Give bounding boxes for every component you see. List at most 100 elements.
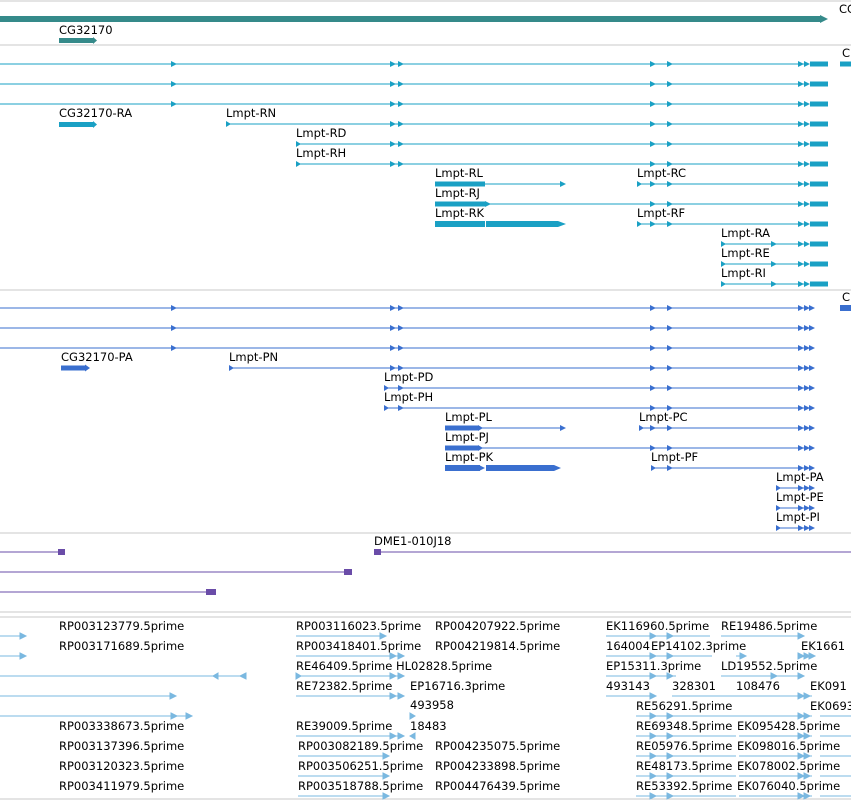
est-feature[interactable] — [0, 672, 247, 680]
est-label[interactable]: RP004207922.5prime — [435, 619, 560, 633]
clone-feature[interactable] — [0, 589, 216, 595]
est-feature[interactable] — [636, 712, 812, 720]
transcript-track[interactable]: CG32170-RA Lmpt-RN Lmpt-RD Lmpt-RH Lmpt-… — [0, 46, 851, 287]
protein-track[interactable]: CG32170-PA Lmpt-PN Lmpt-PD Lmpt-PH Lmpt-… — [0, 290, 851, 531]
protein-label[interactable]: Lmpt-PK — [445, 450, 494, 464]
transcript-row[interactable] — [0, 61, 851, 67]
transcript-row[interactable] — [721, 281, 828, 287]
est-feature[interactable] — [298, 772, 391, 780]
est-feature[interactable] — [409, 732, 416, 740]
est-feature[interactable] — [296, 632, 388, 640]
transcript-label[interactable]: Lmpt-RC — [637, 166, 686, 180]
protein-row[interactable] — [384, 385, 815, 391]
protein-row[interactable] — [776, 505, 815, 511]
est-label[interactable]: RP004235075.5prime — [435, 739, 560, 753]
est-label[interactable]: RP003411979.5prime — [59, 779, 184, 793]
protein-label[interactable]: Lmpt-PC — [639, 410, 688, 424]
transcript-label[interactable]: Lmpt-RI — [721, 266, 766, 280]
est-label[interactable]: RP003120323.5prime — [59, 759, 184, 773]
transcript-label[interactable]: Lmpt-RA — [721, 226, 770, 240]
protein-label[interactable]: Lmpt-PI — [776, 510, 820, 524]
est-label[interactable]: HL02828.5prime — [396, 659, 492, 673]
protein-row[interactable] — [0, 345, 815, 351]
protein-row[interactable] — [0, 325, 815, 331]
protein-label[interactable]: Lmpt-PF — [651, 450, 698, 464]
est-label[interactable]: RP003123779.5prime — [59, 619, 184, 633]
clone-feature[interactable] — [0, 569, 352, 575]
est-feature[interactable] — [409, 712, 416, 720]
protein-row[interactable] — [445, 425, 815, 431]
est-label[interactable]: EP16716.3prime — [410, 679, 505, 693]
est-label[interactable]: EP14102.3prime — [651, 639, 746, 653]
est-label[interactable]: RP003171689.5prime — [59, 639, 184, 653]
est-label[interactable]: 108476 — [736, 679, 780, 693]
protein-label[interactable]: Lmpt-PH — [384, 390, 433, 404]
est-label[interactable]: EK116960.5prime — [606, 619, 709, 633]
transcript-row[interactable] — [296, 141, 828, 147]
transcript-row[interactable] — [721, 241, 828, 247]
transcript-row[interactable] — [435, 221, 828, 227]
transcript-label[interactable]: Lmpt-RK — [435, 206, 485, 220]
est-feature[interactable] — [296, 732, 406, 740]
est-label[interactable]: RP003518788.5prime — [298, 779, 423, 793]
est-feature[interactable] — [0, 692, 178, 700]
est-label[interactable]: RE69348.5prime — [636, 719, 732, 733]
transcript-row[interactable] — [435, 201, 828, 207]
est-feature[interactable] — [739, 772, 812, 780]
est-feature[interactable] — [636, 772, 736, 780]
est-label[interactable]: RE48173.5prime — [636, 759, 732, 773]
est-label[interactable]: RP004219814.5prime — [435, 639, 560, 653]
est-feature[interactable] — [736, 652, 748, 660]
est-label[interactable]: 328301 — [672, 679, 716, 693]
protein-label[interactable]: Lmpt-PA — [776, 470, 824, 484]
est-label[interactable]: 18483 — [410, 719, 447, 733]
est-feature[interactable] — [606, 652, 712, 660]
est-feature[interactable] — [0, 652, 28, 660]
est-label[interactable]: RP004476439.5prime — [435, 779, 560, 793]
transcript-label[interactable]: Lmpt-RN — [226, 106, 276, 120]
est-feature[interactable] — [298, 792, 391, 800]
est-feature[interactable] — [606, 632, 710, 640]
est-label[interactable]: EK0693 — [810, 699, 851, 713]
protein-row[interactable] — [0, 305, 851, 311]
est-label[interactable]: RE53392.5prime — [636, 779, 732, 793]
protein-label[interactable]: CG32170-PA — [61, 350, 133, 364]
protein-label[interactable]: Lmpt-PE — [776, 490, 824, 504]
est-label[interactable]: LD19552.5prime — [721, 659, 817, 673]
protein-row[interactable] — [776, 485, 815, 491]
est-feature[interactable] — [739, 752, 812, 760]
transcript-label[interactable]: Lmpt-RF — [637, 206, 685, 220]
transcript-label[interactable]: Lmpt-RH — [296, 146, 346, 160]
protein-label[interactable]: Lmpt-PJ — [445, 430, 489, 444]
est-label[interactable]: RE56291.5prime — [636, 699, 732, 713]
est-feature[interactable] — [0, 712, 194, 720]
transcript-feature[interactable] — [59, 122, 93, 127]
est-feature[interactable] — [672, 692, 812, 700]
est-feature[interactable] — [606, 672, 676, 680]
gene-label[interactable]: CG32170 — [59, 23, 113, 37]
gene-feature-cg32170[interactable] — [59, 38, 93, 43]
est-label[interactable]: EK091 — [810, 679, 847, 693]
clone-feature[interactable] — [0, 549, 65, 555]
est-label[interactable]: RE72382.5prime — [296, 679, 392, 693]
est-feature[interactable] — [739, 792, 812, 800]
transcript-row[interactable] — [0, 81, 828, 87]
est-feature[interactable] — [739, 732, 812, 740]
transcript-label[interactable]: Lmpt-RJ — [435, 186, 480, 200]
est-label[interactable]: EK095428.5prime — [737, 719, 840, 733]
gene-track[interactable]: CG32170 CG — [0, 2, 851, 44]
est-feature[interactable] — [721, 672, 806, 680]
protein-label[interactable]: Lmpt-PN — [229, 350, 278, 364]
transcript-row[interactable] — [721, 261, 828, 267]
est-feature[interactable] — [636, 792, 736, 800]
est-label[interactable]: RP003338673.5prime — [59, 719, 184, 733]
clone-label[interactable]: DME1-010J18 — [374, 534, 452, 548]
est-label[interactable]: RE05976.5prime — [636, 739, 732, 753]
est-label[interactable]: RP003116023.5prime — [296, 619, 421, 633]
transcript-row[interactable] — [0, 101, 828, 107]
est-label[interactable]: EK078002.5prime — [737, 759, 840, 773]
est-feature[interactable] — [636, 732, 736, 740]
est-feature[interactable] — [606, 692, 658, 700]
clone-track[interactable]: DME1-010J18 — [0, 534, 851, 595]
est-label[interactable]: RP004233898.5prime — [435, 759, 560, 773]
